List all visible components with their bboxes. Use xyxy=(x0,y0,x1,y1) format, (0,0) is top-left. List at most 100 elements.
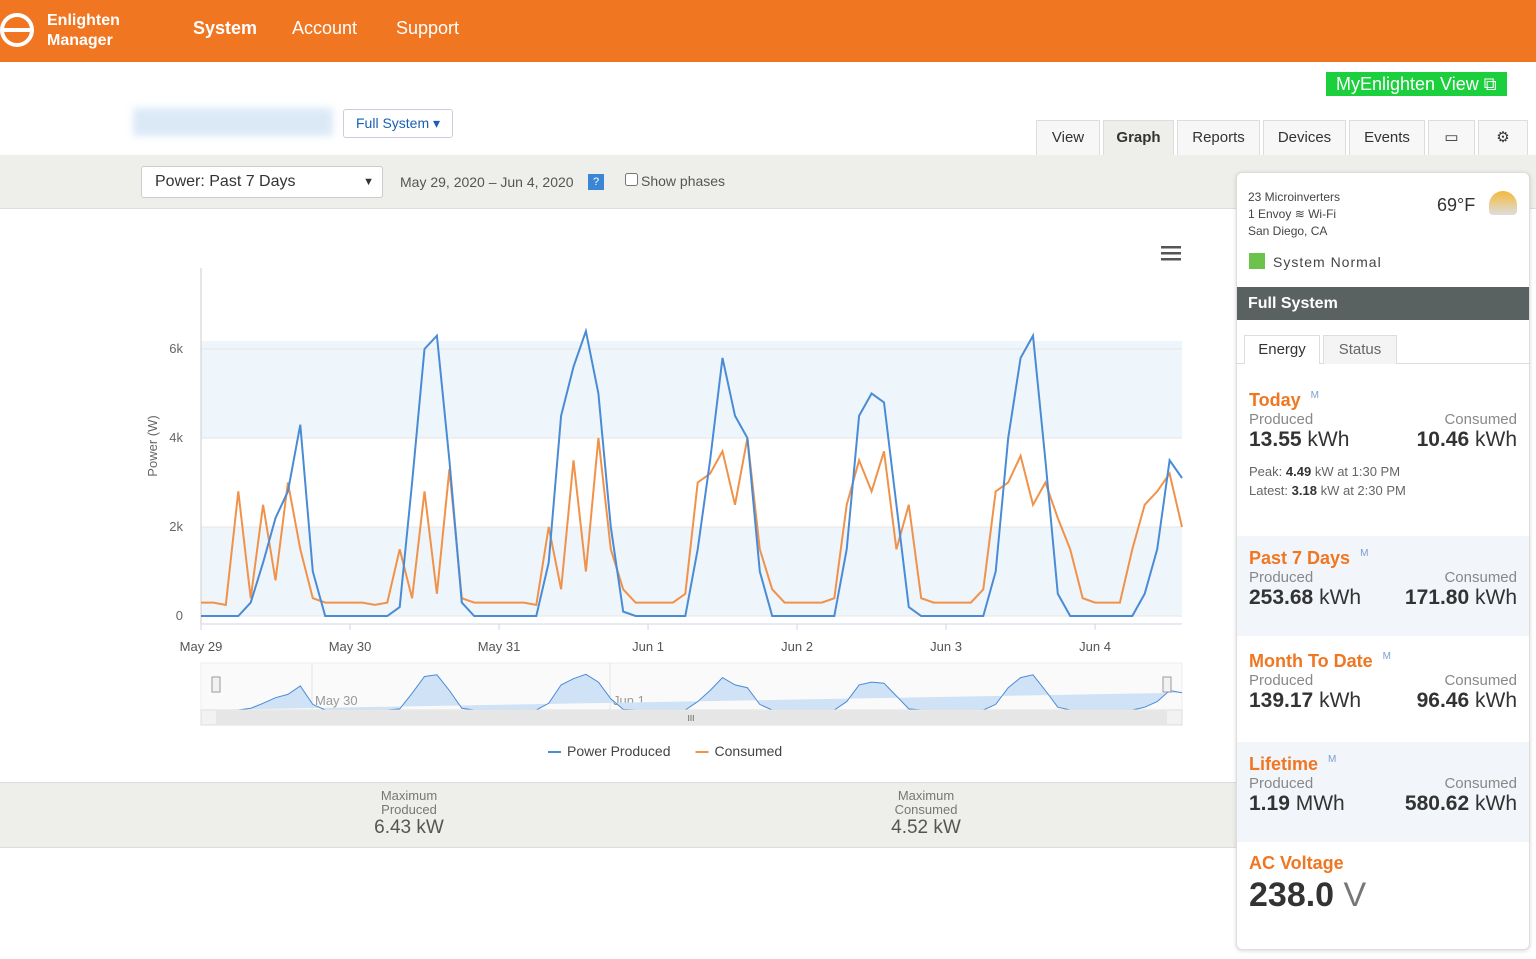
tab[interactable]: Devices xyxy=(1263,120,1346,156)
checkbox[interactable] xyxy=(625,173,638,186)
y-axis-title: Power (W) xyxy=(145,415,160,476)
tab[interactable]: View xyxy=(1036,120,1100,156)
metric-label: Produced xyxy=(1249,569,1314,586)
y-tick-label: 0 xyxy=(176,608,183,623)
panel-tab-active[interactable]: Energy xyxy=(1244,335,1320,364)
display-tab[interactable]: ▭ xyxy=(1428,120,1475,156)
metric-unit: kWh xyxy=(1475,689,1517,712)
panel-title: Full System xyxy=(1237,287,1529,320)
nav-link[interactable]: Support xyxy=(396,18,460,38)
metric-unit: kWh xyxy=(1475,428,1517,451)
ac-unit: V xyxy=(1343,876,1367,914)
legend-label[interactable]: Power Produced xyxy=(567,743,671,759)
energy-section: Past 7 Days M Produced 253.68 kWh Consumed 17… xyxy=(1237,536,1529,636)
line-label: Peak: xyxy=(1249,464,1283,479)
system-status: System Normal xyxy=(1249,253,1382,270)
metric-value: 13.55 kWh xyxy=(1249,428,1349,452)
scrollbar-thumb[interactable] xyxy=(216,711,1167,724)
weather-icon xyxy=(1489,191,1517,215)
nav-link[interactable]: Account xyxy=(292,18,358,38)
stat-value: 6.43 kW xyxy=(309,817,509,839)
dropdown-label: Power: Past 7 Days xyxy=(155,173,296,190)
panel-info: 23 Microinverters 1 Envoy ≋ Wi-Fi San Dieg… xyxy=(1248,189,1340,240)
blurred-site-name xyxy=(133,108,333,136)
navigator-label: May 30 xyxy=(315,693,358,708)
energy-section: Lifetime M Produced 1.19 MWh Consumed 580.62 … xyxy=(1237,742,1529,842)
section-title: Today M xyxy=(1249,390,1517,411)
stats-bar: Maximum Produced 6.43 kW Maximum Consumed 4.5… xyxy=(0,782,1236,848)
date-range: May 29, 2020 – Jun 4, 2020 xyxy=(400,174,574,190)
selector-label: Full System xyxy=(356,115,430,131)
status-text: System Normal xyxy=(1273,254,1382,270)
x-tick-label: May 30 xyxy=(329,639,372,654)
produced-column: Produced 139.17 kWh xyxy=(1249,672,1361,713)
myenlighten-button[interactable]: MyEnlighten View ⧉ xyxy=(1326,72,1507,96)
scrollbar-grip: III xyxy=(688,714,695,723)
plot-band xyxy=(201,349,1182,438)
metric-number: 580.62 xyxy=(1404,792,1470,815)
checkbox-label: Show phases xyxy=(641,173,726,189)
legend-label[interactable]: Consumed xyxy=(715,743,783,759)
section-title-text: Past 7 Days xyxy=(1249,548,1351,568)
section-title-text: Month To Date xyxy=(1249,651,1373,671)
metric-number: 1.19 xyxy=(1249,792,1290,815)
section-title: Lifetime M xyxy=(1249,754,1517,775)
system-selector[interactable]: Full System ▾ xyxy=(343,109,454,138)
panel-tab[interactable]: Status xyxy=(1323,335,1397,364)
metric-value: 171.80 kWh xyxy=(1405,586,1517,610)
tab-active[interactable]: Graph xyxy=(1103,120,1174,156)
logo-text[interactable]: Enlighten Manager xyxy=(47,11,120,51)
consumed-column: Consumed 171.80 kWh xyxy=(1405,569,1517,610)
line-value: 4.49 xyxy=(1285,464,1312,479)
metric-value: 253.68 kWh xyxy=(1249,586,1361,610)
logo-line: Manager xyxy=(47,32,113,49)
line-label: Latest: xyxy=(1249,483,1289,498)
x-tick-label: Jun 1 xyxy=(632,639,664,654)
menu-icon[interactable] xyxy=(1161,246,1181,261)
section-row: Produced 139.17 kWh Consumed 96.46 kWh xyxy=(1249,672,1517,713)
info-row: 1 Envoy ≋ Wi-Fi xyxy=(1248,207,1337,221)
stat-unit: kW xyxy=(416,817,444,838)
consumed-column: Consumed 580.62 kWh xyxy=(1405,775,1517,816)
logo-icon xyxy=(0,13,34,47)
meter-marker: M xyxy=(1382,651,1391,662)
metric-number: 253.68 xyxy=(1249,586,1314,609)
navigator-handle[interactable] xyxy=(211,676,221,693)
settings-tab[interactable]: ⚙ xyxy=(1478,120,1528,156)
navigator-handle[interactable] xyxy=(1162,676,1172,693)
produced-column: Produced 1.19 MWh xyxy=(1249,775,1345,816)
stat-value: 4.52 kW xyxy=(826,817,1026,839)
metric-unit: kWh xyxy=(1307,428,1350,451)
x-tick-label: May 31 xyxy=(478,639,521,654)
chart: Power (W) 0 2k 4k 6k May 29 May 30 May 31 Jun 1… xyxy=(145,246,1183,759)
info-text: Wi-Fi xyxy=(1308,207,1337,221)
stat-number: 4.52 xyxy=(891,817,929,838)
info-text: 23 Microinverters xyxy=(1248,190,1341,204)
tab[interactable]: Events xyxy=(1349,120,1425,156)
side-panel: 23 Microinverters 1 Envoy ≋ Wi-Fi San Dieg… xyxy=(1236,172,1530,950)
section-title-text: Lifetime xyxy=(1249,754,1319,774)
section-row: Produced 13.55 kWh Consumed 10.46 kWh xyxy=(1249,411,1517,452)
metric-label: Consumed xyxy=(1444,775,1517,792)
section-title: Past 7 Days M xyxy=(1249,548,1517,569)
metric-unit: kWh xyxy=(1319,586,1362,609)
metric-value: 580.62 kWh xyxy=(1405,792,1517,816)
ac-value: 238.0 V xyxy=(1249,876,1517,915)
metric-number: 10.46 xyxy=(1416,428,1470,451)
nav-link[interactable]: System xyxy=(193,18,258,38)
section-title: Month To Date M xyxy=(1249,651,1517,672)
phases-checkbox[interactable]: Show phases xyxy=(625,173,725,189)
ac-section: AC Voltage 238.0 V xyxy=(1237,845,1529,945)
temperature: 69°F xyxy=(1437,195,1476,215)
metric-number: 96.46 xyxy=(1416,689,1470,712)
metric-unit: kWh xyxy=(1475,792,1517,815)
metric-label: Consumed xyxy=(1444,569,1517,586)
x-tick-label: Jun 2 xyxy=(781,639,813,654)
stat: Maximum Consumed 4.52 kW xyxy=(826,789,1026,839)
metric-value: 10.46 kWh xyxy=(1417,428,1517,452)
help-icon[interactable]: ? xyxy=(588,174,604,190)
range-dropdown[interactable]: Power: Past 7 Days ▼ xyxy=(141,166,383,198)
tab[interactable]: Reports xyxy=(1177,120,1260,156)
stat-number: 6.43 xyxy=(374,817,412,838)
series-line xyxy=(201,327,1183,617)
